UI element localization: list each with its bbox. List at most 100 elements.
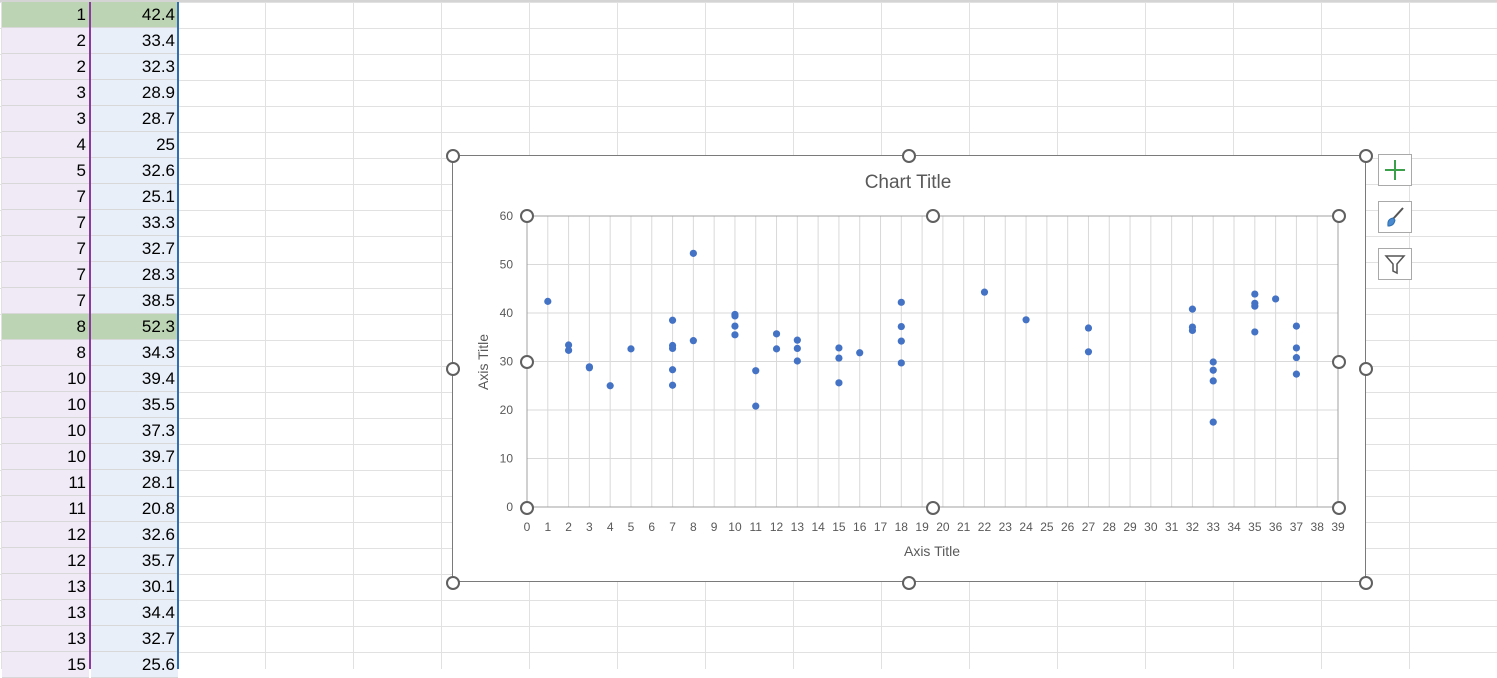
data-point[interactable]: [752, 367, 760, 375]
chart-resize-handle-tl[interactable]: [446, 149, 460, 163]
data-point[interactable]: [668, 316, 677, 324]
cell-a[interactable]: 7: [2, 210, 89, 236]
data-point[interactable]: [668, 344, 677, 353]
cell-b[interactable]: 32.6: [91, 522, 178, 548]
cell-b[interactable]: 32.7: [91, 626, 178, 652]
plot-resize-handle-mr[interactable]: [1332, 355, 1346, 369]
cell-b[interactable]: 39.7: [91, 444, 178, 470]
cell-b[interactable]: 33.3: [91, 210, 178, 236]
cell-b[interactable]: 39.4: [91, 366, 178, 392]
data-point[interactable]: [1022, 316, 1030, 324]
cell-b[interactable]: 33.4: [91, 28, 178, 54]
plot-resize-handle-bl[interactable]: [520, 501, 534, 515]
data-point[interactable]: [1188, 326, 1197, 335]
data-point[interactable]: [980, 288, 989, 296]
cell-b[interactable]: 28.7: [91, 106, 178, 132]
cell-a[interactable]: 8: [2, 314, 89, 340]
cell-a[interactable]: 3: [2, 106, 89, 132]
data-point[interactable]: [793, 357, 801, 365]
y-axis-title[interactable]: Axis Title: [475, 334, 491, 390]
cell-b[interactable]: 20.8: [91, 496, 178, 522]
data-point[interactable]: [1084, 348, 1093, 356]
cell-a[interactable]: 12: [2, 548, 89, 574]
cell-b[interactable]: 28.9: [91, 80, 178, 106]
cell-a[interactable]: 11: [2, 496, 89, 522]
plot-resize-handle-ml[interactable]: [520, 355, 534, 369]
data-point[interactable]: [793, 344, 801, 353]
chart-elements-button[interactable]: [1378, 154, 1412, 186]
data-point[interactable]: [1209, 418, 1217, 426]
data-point[interactable]: [544, 297, 552, 305]
data-point[interactable]: [564, 341, 573, 349]
data-point[interactable]: [1084, 324, 1093, 332]
cell-a[interactable]: 2: [2, 54, 89, 80]
data-point[interactable]: [1292, 344, 1301, 352]
cell-a[interactable]: 3: [2, 80, 89, 106]
data-point[interactable]: [897, 359, 905, 367]
cell-b[interactable]: 28.3: [91, 262, 178, 288]
data-point[interactable]: [731, 322, 739, 330]
cell-a[interactable]: 13: [2, 600, 89, 626]
cell-a[interactable]: 4: [2, 132, 89, 158]
data-point[interactable]: [897, 322, 905, 331]
cell-a[interactable]: 2: [2, 28, 89, 54]
cell-a[interactable]: 7: [2, 236, 89, 262]
cell-a[interactable]: 8: [2, 340, 89, 366]
cell-b[interactable]: 32.7: [91, 236, 178, 262]
data-point[interactable]: [752, 402, 760, 410]
chart-resize-handle-ml[interactable]: [446, 362, 460, 376]
data-point[interactable]: [835, 354, 843, 362]
data-point[interactable]: [564, 346, 573, 354]
cell-a[interactable]: 12: [2, 522, 89, 548]
chart-resize-handle-tc[interactable]: [902, 149, 916, 163]
data-point[interactable]: [668, 366, 677, 374]
data-point[interactable]: [1188, 305, 1197, 313]
chart-resize-handle-tr[interactable]: [1359, 149, 1373, 163]
cell-a[interactable]: 7: [2, 288, 89, 314]
data-point[interactable]: [772, 345, 781, 353]
data-point[interactable]: [1272, 295, 1280, 303]
data-point[interactable]: [689, 249, 697, 257]
plot-resize-handle-br[interactable]: [1332, 501, 1346, 515]
cell-b[interactable]: 35.7: [91, 548, 178, 574]
data-point[interactable]: [1251, 290, 1259, 298]
data-point[interactable]: [1209, 377, 1217, 385]
cell-a[interactable]: 10: [2, 392, 89, 418]
cell-a[interactable]: 7: [2, 262, 89, 288]
data-point[interactable]: [627, 345, 635, 353]
data-point[interactable]: [1209, 366, 1217, 374]
data-point[interactable]: [1209, 358, 1217, 366]
data-point[interactable]: [1292, 370, 1301, 378]
data-point[interactable]: [1251, 302, 1259, 310]
cell-b[interactable]: 34.3: [91, 340, 178, 366]
cell-b[interactable]: 34.4: [91, 600, 178, 626]
chart-styles-button[interactable]: [1378, 201, 1412, 233]
cell-a[interactable]: 7: [2, 184, 89, 210]
cell-a[interactable]: 10: [2, 418, 89, 444]
cell-b[interactable]: 30.1: [91, 574, 178, 600]
chart-resize-handle-mr[interactable]: [1359, 362, 1373, 376]
cell-a[interactable]: 10: [2, 366, 89, 392]
cell-b[interactable]: 38.5: [91, 288, 178, 314]
cell-b[interactable]: 28.1: [91, 470, 178, 496]
data-point[interactable]: [585, 364, 593, 372]
cell-a[interactable]: 15: [2, 652, 89, 678]
column-b-cells[interactable]: 42.4 33.4 32.3 28.9 28.7 25 32.6 25.1 33.3 32.7 28…: [91, 2, 178, 678]
chart-resize-handle-bl[interactable]: [446, 576, 460, 590]
data-point[interactable]: [1292, 354, 1301, 362]
cell-a[interactable]: 11: [2, 470, 89, 496]
plot-resize-handle-tc[interactable]: [926, 209, 940, 223]
data-point[interactable]: [1292, 322, 1301, 330]
chart-title[interactable]: Chart Title: [865, 172, 952, 193]
data-point[interactable]: [897, 337, 905, 345]
data-point[interactable]: [731, 310, 739, 319]
data-point[interactable]: [897, 298, 905, 306]
data-points[interactable]: [544, 249, 1301, 426]
cell-b[interactable]: 25: [91, 132, 178, 158]
cell-a[interactable]: 13: [2, 626, 89, 652]
data-point[interactable]: [772, 330, 781, 338]
column-a-cells[interactable]: 1 2 2 3 3 4 5 7 7 7 7 7 8 8 10 10 10 10 11 11 12 12 13 13 13 15: [2, 2, 89, 678]
cell-b[interactable]: 52.3: [91, 314, 178, 340]
cell-a[interactable]: 5: [2, 158, 89, 184]
plot-resize-handle-tl[interactable]: [520, 209, 534, 223]
